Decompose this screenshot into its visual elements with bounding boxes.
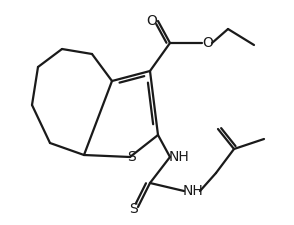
Text: O: O (147, 14, 158, 28)
Text: O: O (203, 36, 213, 50)
Text: NH: NH (169, 149, 189, 163)
Text: S: S (127, 149, 135, 163)
Text: S: S (129, 201, 137, 215)
Text: NH: NH (183, 183, 203, 197)
